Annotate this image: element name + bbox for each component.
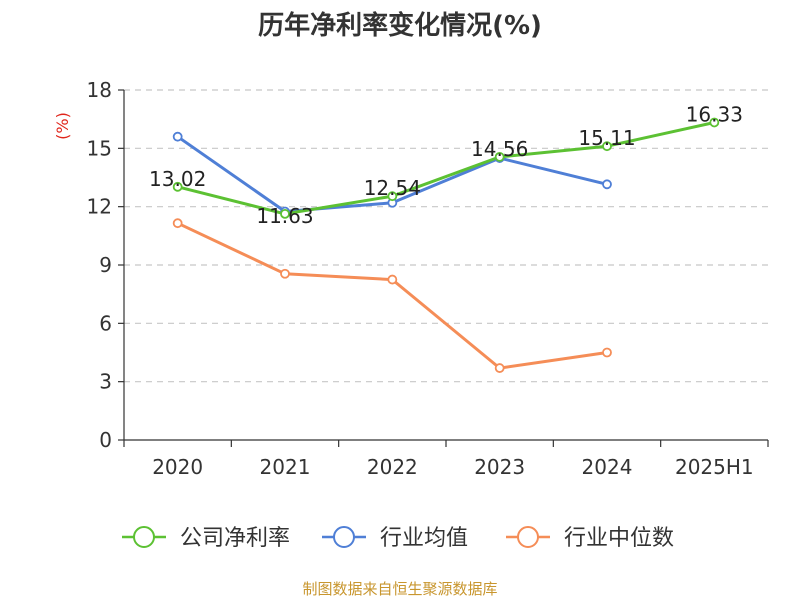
legend-label-1: 行业均值 xyxy=(380,526,468,551)
legend-label-2: 行业中位数 xyxy=(564,526,674,551)
series-1-point-2024 xyxy=(602,179,612,190)
series-0-point-2023 xyxy=(494,151,505,162)
x-tick-label-2021: 2021 xyxy=(260,455,311,479)
series-2-point-2022 xyxy=(387,274,398,285)
data-label-2020: 13.02 xyxy=(149,167,206,191)
y-tick-label-12: 12 xyxy=(87,195,112,219)
data-label-2024: 15.11 xyxy=(578,126,635,150)
series-line-0 xyxy=(177,121,715,216)
series-2-point-2021 xyxy=(280,268,290,279)
x-tick-label-2024: 2024 xyxy=(582,455,633,479)
series-1-point-2020 xyxy=(172,131,183,142)
y-tick-label-6: 6 xyxy=(99,311,112,335)
legend-label-0: 公司净利率 xyxy=(180,526,290,551)
source-note: 制图数据来自恒生聚源数据库 xyxy=(302,580,497,598)
series-lines xyxy=(172,117,720,373)
series-0-point-2021 xyxy=(280,208,290,219)
series-2-point-2023 xyxy=(494,363,505,373)
x-tick-label-2025H1: 2025H1 xyxy=(675,455,754,479)
x-tick-label-2023: 2023 xyxy=(474,455,525,479)
data-label-2022: 12.54 xyxy=(364,176,421,200)
series-2-point-2024 xyxy=(602,347,612,358)
legend-marker-1 xyxy=(333,526,355,548)
data-labels: 13.02 11.63 12.54 14.56 15.11 16.33 xyxy=(149,102,743,227)
x-tick-label-2022: 2022 xyxy=(367,455,418,479)
data-label-2025H1: 16.33 xyxy=(686,102,743,126)
legend: 公司净利率 行业均值 行业中位数 xyxy=(122,526,674,551)
grid-lines xyxy=(124,89,768,383)
data-label-2021: 11.63 xyxy=(256,204,313,228)
series-2-point-2020 xyxy=(172,218,183,229)
legend-marker-0 xyxy=(133,526,155,548)
y-axis-label: (%) xyxy=(53,112,72,140)
x-tick-label-2020: 2020 xyxy=(152,455,203,479)
y-tick-label-3: 3 xyxy=(99,370,112,394)
y-tick-label-9: 9 xyxy=(99,253,112,277)
data-label-2023: 14.56 xyxy=(471,137,528,161)
y-tick-label-18: 18 xyxy=(87,78,112,102)
series-0-point-2025H1 xyxy=(709,117,720,128)
series-0-point-2022 xyxy=(387,191,398,202)
y-tick-label-15: 15 xyxy=(87,136,112,160)
y-tick-label-0: 0 xyxy=(99,428,112,452)
series-0-point-2020 xyxy=(172,181,183,192)
axes: 0 3 6 9 12 15 18 2020 2021 2022 2023 2024 2025H1 xyxy=(87,78,769,479)
series-0-point-2024 xyxy=(602,141,612,152)
series-line-2 xyxy=(177,221,608,370)
legend-marker-2 xyxy=(517,526,539,548)
chart-title: 历年净利率变化情况(%) xyxy=(258,10,542,41)
